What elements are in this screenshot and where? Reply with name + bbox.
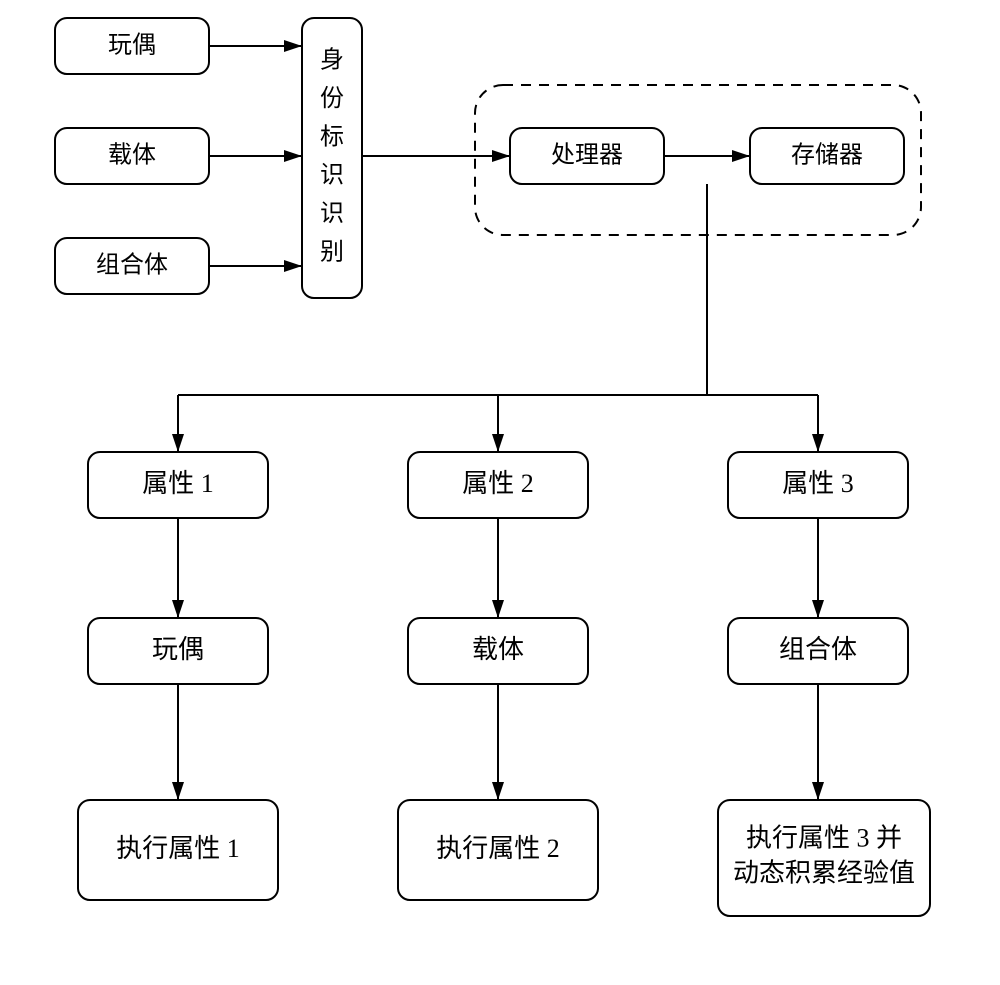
node-label-carrier: 载体 xyxy=(108,142,156,169)
arrowhead-icon xyxy=(284,260,302,272)
node-label-attr2: 属性 2 xyxy=(462,469,534,498)
node-label-identify: 别 xyxy=(320,239,344,266)
node-label-storage: 存储器 xyxy=(791,142,863,169)
arrowhead-icon xyxy=(284,150,302,162)
arrowhead-icon xyxy=(172,600,184,618)
node-label-identify: 识 xyxy=(320,201,344,227)
node-label-processor: 处理器 xyxy=(551,142,623,169)
arrowhead-icon xyxy=(492,150,510,162)
node-label-carrier2: 载体 xyxy=(472,635,524,664)
arrowhead-icon xyxy=(812,434,824,452)
node-label-combo: 组合体 xyxy=(96,252,168,279)
arrowhead-icon xyxy=(492,782,504,800)
node-label-exec2: 执行属性 2 xyxy=(436,834,560,863)
node-label-attr3: 属性 3 xyxy=(782,469,854,498)
node-label-identify: 识 xyxy=(320,163,344,189)
arrowhead-icon xyxy=(492,600,504,618)
node-label-attr1: 属性 1 xyxy=(142,469,214,498)
node-label-identify: 标 xyxy=(320,123,344,150)
arrowhead-icon xyxy=(812,782,824,800)
node-label-identify: 份 xyxy=(320,85,344,112)
arrowhead-icon xyxy=(172,782,184,800)
arrowhead-icon xyxy=(732,150,750,162)
node-label-combo2: 组合体 xyxy=(779,635,857,664)
arrowhead-icon xyxy=(492,434,504,452)
node-label-exec3: 动态积累经验值 xyxy=(733,859,915,888)
arrowhead-icon xyxy=(812,600,824,618)
arrowhead-icon xyxy=(172,434,184,452)
node-label-doll: 玩偶 xyxy=(108,32,156,59)
node-label-identify: 身 xyxy=(320,47,344,74)
node-label-exec1: 执行属性 1 xyxy=(116,834,240,863)
arrowhead-icon xyxy=(284,40,302,52)
node-label-exec3: 执行属性 3 并 xyxy=(746,823,902,852)
node-label-doll2: 玩偶 xyxy=(152,635,204,664)
